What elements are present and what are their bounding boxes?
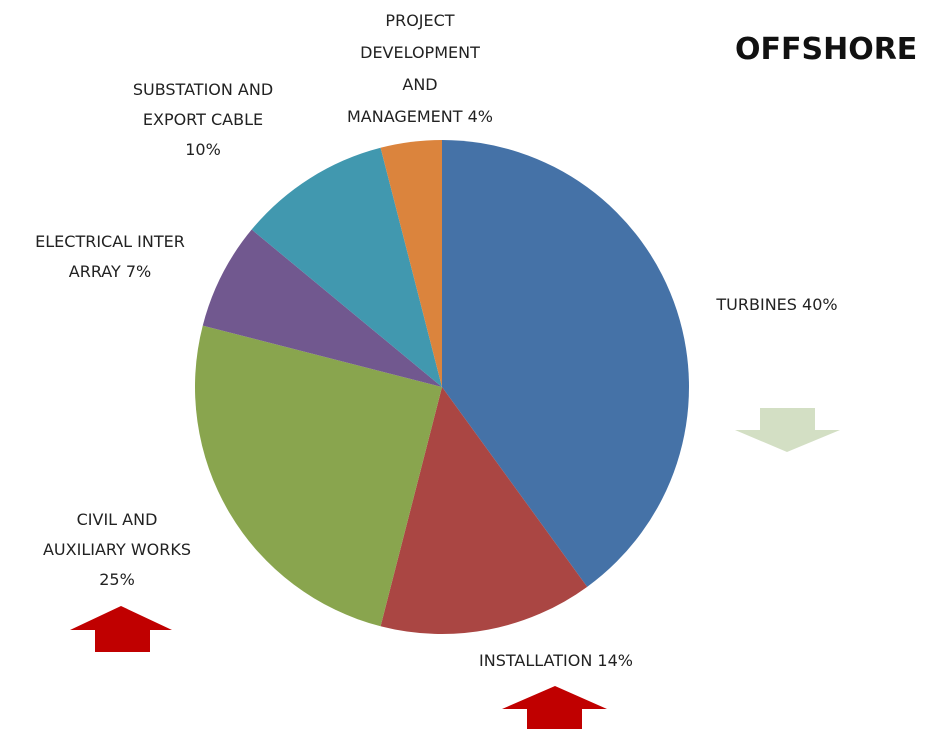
slice-label: CIVIL AND AUXILIARY WORKS 25% bbox=[43, 505, 191, 595]
pie-slice bbox=[380, 140, 442, 387]
pie-slice bbox=[202, 229, 442, 387]
value-label: 14% bbox=[597, 651, 633, 670]
category: TURBINES bbox=[716, 295, 797, 314]
slice-label: ELECTRICAL INTER ARRAY 7% bbox=[35, 227, 185, 287]
category: ELECTRICAL INTER ARRAY bbox=[35, 232, 185, 281]
category: PROJECT DEVELOPMENT AND MANAGEMENT bbox=[346, 11, 480, 126]
category: INSTALLATION bbox=[479, 651, 593, 670]
value-label: 10% bbox=[185, 140, 221, 159]
up-arrow bbox=[70, 606, 172, 652]
value-label: 40% bbox=[802, 295, 838, 314]
pie-slice bbox=[442, 140, 690, 587]
slice-label: TURBINES 40% bbox=[716, 290, 837, 320]
slice-label: SUBSTATION AND EXPORT CABLE 10% bbox=[133, 75, 273, 165]
chart-title: OFFSHORE bbox=[735, 32, 918, 67]
value-label: 4% bbox=[467, 107, 494, 126]
category: SUBSTATION AND EXPORT CABLE bbox=[132, 80, 274, 129]
value-label: 7% bbox=[125, 262, 152, 281]
pie-slice bbox=[251, 147, 442, 387]
value-label: 25% bbox=[99, 570, 135, 589]
category: CIVIL AND AUXILIARY WORKS bbox=[42, 510, 192, 559]
slice-label: PROJECT DEVELOPMENT AND MANAGEMENT 4% bbox=[347, 5, 493, 133]
pie-slice bbox=[194, 325, 442, 627]
down-arrow bbox=[735, 408, 840, 452]
slice-label: INSTALLATION 14% bbox=[479, 646, 633, 676]
pie-slice bbox=[380, 387, 588, 634]
up-arrow bbox=[502, 686, 607, 729]
